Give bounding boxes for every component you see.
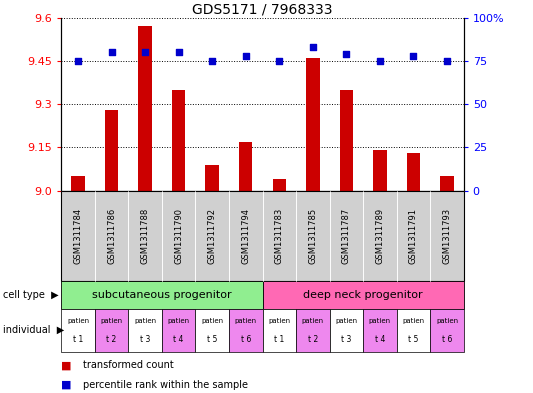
Text: t 3: t 3 bbox=[341, 335, 352, 344]
Text: GSM1311790: GSM1311790 bbox=[174, 208, 183, 264]
Text: GSM1311783: GSM1311783 bbox=[275, 208, 284, 264]
Point bbox=[174, 49, 183, 55]
Text: t 1: t 1 bbox=[73, 335, 83, 344]
Text: t 1: t 1 bbox=[274, 335, 285, 344]
Text: patien: patien bbox=[302, 318, 324, 325]
Bar bbox=[440, 176, 454, 191]
Text: patien: patien bbox=[369, 318, 391, 325]
Text: ■: ■ bbox=[61, 380, 72, 390]
Bar bbox=[139, 26, 152, 191]
Point bbox=[208, 58, 216, 64]
Text: patien: patien bbox=[235, 318, 257, 325]
Text: t 2: t 2 bbox=[308, 335, 318, 344]
Text: t 6: t 6 bbox=[240, 335, 251, 344]
Point bbox=[443, 58, 451, 64]
Bar bbox=[71, 176, 85, 191]
Text: percentile rank within the sample: percentile rank within the sample bbox=[83, 380, 248, 390]
Point bbox=[309, 44, 317, 50]
Text: t 4: t 4 bbox=[173, 335, 184, 344]
Text: patien: patien bbox=[201, 318, 223, 325]
Text: GSM1311789: GSM1311789 bbox=[375, 208, 384, 264]
Text: t 4: t 4 bbox=[375, 335, 385, 344]
Point bbox=[107, 49, 116, 55]
Text: GSM1311791: GSM1311791 bbox=[409, 208, 418, 264]
Text: GSM1311785: GSM1311785 bbox=[308, 208, 317, 264]
Bar bbox=[105, 110, 118, 191]
Text: patien: patien bbox=[268, 318, 290, 325]
Text: cell type  ▶: cell type ▶ bbox=[3, 290, 58, 300]
Text: t 5: t 5 bbox=[408, 335, 418, 344]
Text: GSM1311793: GSM1311793 bbox=[442, 208, 451, 264]
Text: GSM1311788: GSM1311788 bbox=[141, 208, 150, 264]
Text: patien: patien bbox=[101, 318, 123, 325]
Text: t 2: t 2 bbox=[107, 335, 117, 344]
Text: deep neck progenitor: deep neck progenitor bbox=[303, 290, 423, 300]
Text: t 5: t 5 bbox=[207, 335, 217, 344]
Text: individual  ▶: individual ▶ bbox=[3, 325, 64, 335]
Text: patien: patien bbox=[167, 318, 190, 325]
Text: patien: patien bbox=[335, 318, 358, 325]
Bar bbox=[373, 150, 386, 191]
Bar bbox=[172, 90, 185, 191]
Bar bbox=[239, 141, 253, 191]
Bar bbox=[206, 165, 219, 191]
Text: GSM1311787: GSM1311787 bbox=[342, 208, 351, 264]
Text: patien: patien bbox=[436, 318, 458, 325]
Bar bbox=[306, 58, 319, 191]
Text: t 6: t 6 bbox=[442, 335, 452, 344]
Point bbox=[342, 51, 351, 57]
Point bbox=[74, 58, 82, 64]
Text: t 3: t 3 bbox=[140, 335, 150, 344]
Bar bbox=[407, 153, 420, 191]
Bar bbox=[340, 90, 353, 191]
Text: patien: patien bbox=[67, 318, 89, 325]
Text: transformed count: transformed count bbox=[83, 360, 173, 371]
Text: GSM1311786: GSM1311786 bbox=[107, 208, 116, 264]
Point bbox=[409, 53, 418, 59]
Point bbox=[141, 49, 149, 55]
Bar bbox=[272, 179, 286, 191]
Text: GSM1311794: GSM1311794 bbox=[241, 208, 250, 264]
Text: GSM1311792: GSM1311792 bbox=[208, 208, 217, 264]
Point bbox=[275, 58, 284, 64]
Point bbox=[241, 53, 250, 59]
Text: ■: ■ bbox=[61, 360, 72, 371]
Text: patien: patien bbox=[402, 318, 424, 325]
Point bbox=[376, 58, 384, 64]
Text: patien: patien bbox=[134, 318, 156, 325]
Title: GDS5171 / 7968333: GDS5171 / 7968333 bbox=[192, 2, 333, 17]
Text: GSM1311784: GSM1311784 bbox=[74, 208, 83, 264]
Text: subcutaneous progenitor: subcutaneous progenitor bbox=[92, 290, 232, 300]
